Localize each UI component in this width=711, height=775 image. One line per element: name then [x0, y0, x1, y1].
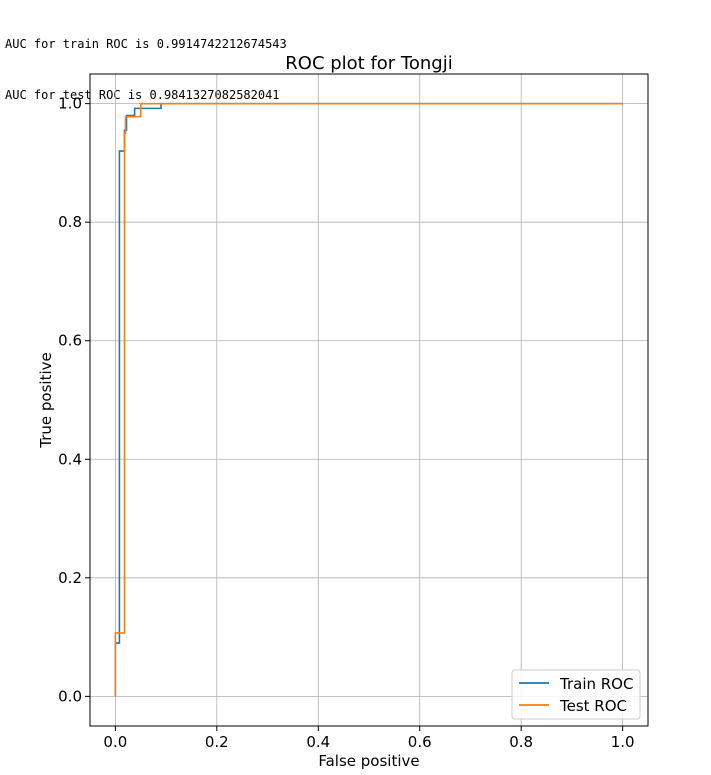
legend-train-label: Train ROC — [559, 675, 633, 693]
x-tick-label: 0.2 — [205, 733, 229, 751]
train-roc-line — [114, 102, 623, 697]
series-lines — [114, 102, 623, 697]
x-tick-label: 0.8 — [509, 733, 533, 751]
chart-title: ROC plot for Tongji — [285, 53, 452, 74]
y-tick-label: 0.0 — [58, 687, 82, 705]
y-tick-label: 0.4 — [58, 450, 82, 468]
train-auc-line: AUC for train ROC is 0.9914742212674543 — [5, 37, 287, 51]
x-tick-label: 0.6 — [408, 733, 432, 751]
x-axis-label: False positive — [318, 752, 419, 770]
legend: Train ROC Test ROC — [511, 669, 641, 720]
plot-frame — [89, 73, 649, 727]
console-output: AUC for train ROC is 0.9914742212674543 … — [5, 2, 287, 121]
axis-ticks: 0.0 0.2 0.4 0.6 0.8 1.0 0.0 0.2 0.4 0.6 0.8 1.0 — [58, 95, 634, 751]
x-tick-label: 1.0 — [611, 733, 635, 751]
legend-test-label: Test ROC — [559, 697, 627, 715]
y-tick-label: 0.6 — [58, 332, 82, 350]
y-tick-label: 0.8 — [58, 213, 82, 231]
y-tick-label: 1.0 — [58, 95, 82, 113]
y-axis-label: True positive — [37, 352, 55, 448]
x-tick-label: 0.0 — [103, 733, 127, 751]
test-roc-line — [114, 102, 623, 697]
y-tick-label: 0.2 — [58, 569, 82, 587]
grid — [90, 74, 648, 726]
x-tick-label: 0.4 — [306, 733, 330, 751]
